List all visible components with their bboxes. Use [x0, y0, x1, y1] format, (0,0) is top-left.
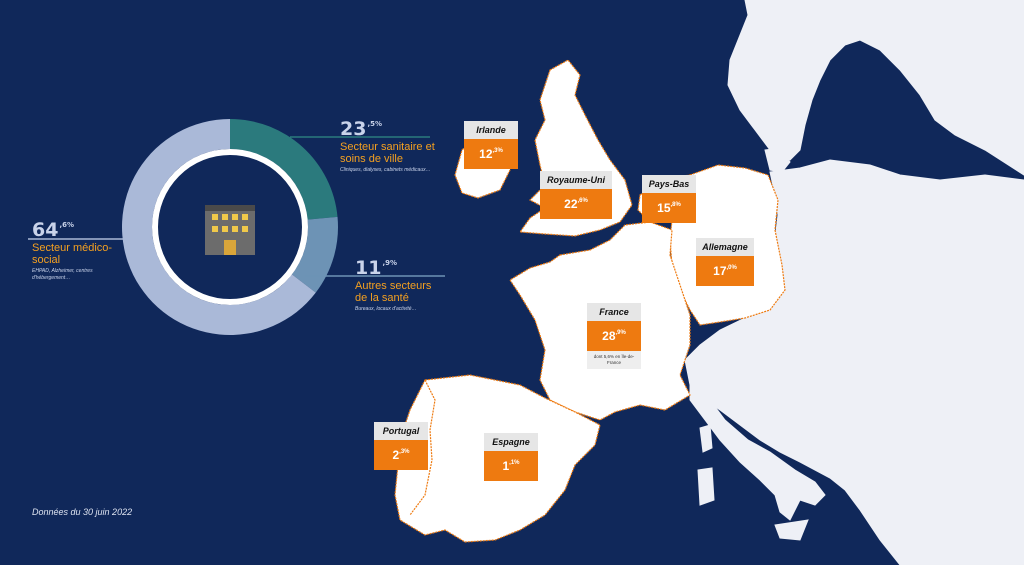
label-medico: 64,6% Secteur médico-social EHPAD, Alzhe… [32, 219, 122, 282]
corsica-shape [699, 424, 713, 453]
donut-inner-ring [152, 149, 308, 305]
value-sanitaire: 23,5% [340, 118, 382, 140]
country-note: dont 5,6% en Île-de-France [587, 351, 641, 369]
label-autres: 11,9% Autres secteurs de la santé Bureau… [355, 257, 445, 313]
country-value: 28,9% [587, 321, 641, 351]
card-royaume-uni: Royaume-Uni 22,6% [540, 171, 612, 219]
name-medico: Secteur médico-social [32, 242, 113, 266]
country-name: Pays-Bas [642, 175, 696, 193]
donut-slices [122, 119, 339, 335]
country-value: 1,1% [484, 451, 538, 481]
detail-sanitaire: Cliniques, dialyses, cabinets médicaux… [340, 167, 431, 173]
card-portugal: Portugal 2,3% [374, 422, 428, 470]
detail-autres: Bureaux, locaux d'activité… [355, 306, 417, 312]
italy-shape [689, 384, 826, 521]
value-medico: 64,6% [32, 219, 74, 241]
donut-slice-2 [291, 216, 339, 293]
country-value: 22,6% [540, 189, 612, 219]
label-sanitaire: 23,5% Secteur sanitaire et soins de vill… [340, 118, 435, 174]
country-name: Royaume-Uni [540, 171, 612, 189]
card-espagne: Espagne 1,1% [484, 433, 538, 481]
donut-slice-0 [122, 119, 316, 335]
card-france: France 28,9% dont 5,6% en Île-de-France [587, 303, 641, 369]
country-name: Allemagne [696, 238, 754, 256]
donut-slice-1 [230, 119, 338, 220]
footnote: Données du 30 juin 2022 [32, 507, 133, 517]
country-name: France [587, 303, 641, 321]
country-value: 12,3% [464, 139, 518, 169]
country-value: 17,0% [696, 256, 754, 286]
name-sanitaire: Secteur sanitaire et soins de ville [340, 141, 435, 165]
scandinavia-shape [727, 0, 1024, 176]
sardinia-shape [697, 467, 715, 506]
card-allemagne: Allemagne 17,0% [696, 238, 754, 286]
country-name: Irlande [464, 121, 518, 139]
greece-shape [879, 469, 936, 531]
card-irlande: Irlande 12,3% [464, 121, 518, 169]
card-pays-bas: Pays-Bas 15,8% [642, 175, 696, 223]
country-value: 2,3% [374, 440, 428, 470]
portugal-border [409, 379, 436, 516]
building-icon [205, 205, 255, 255]
value-autres: 11,9% [355, 257, 397, 279]
sicily-shape [774, 519, 809, 541]
denmark-shape [764, 147, 791, 173]
country-name: Espagne [484, 433, 538, 451]
detail-medico: EHPAD, Alzheimer, centres d'hébergement… [32, 268, 93, 281]
country-value: 15,8% [642, 193, 696, 223]
country-name: Portugal [374, 422, 428, 440]
name-autres: Autres secteurs de la santé [355, 280, 432, 304]
